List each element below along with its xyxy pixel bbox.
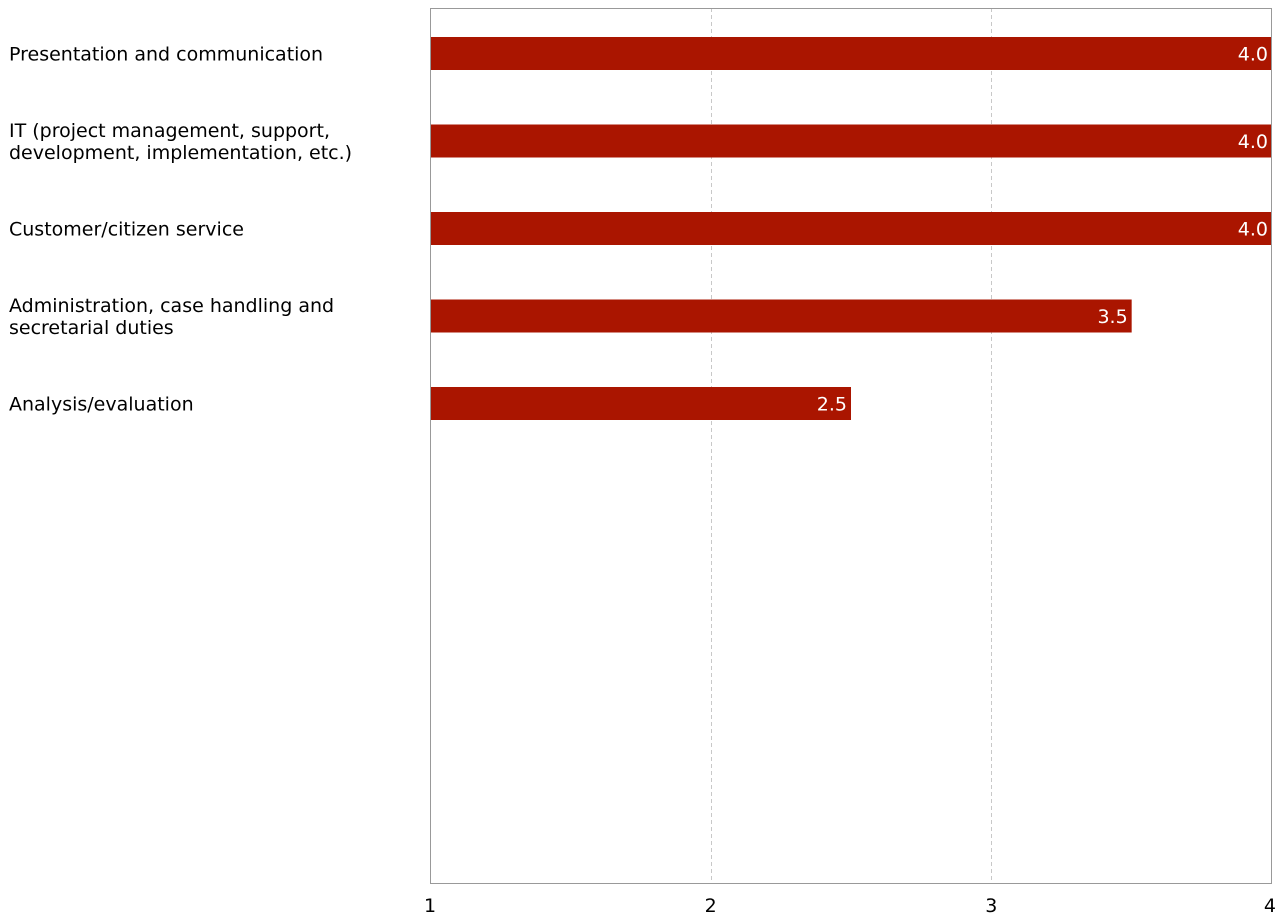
bars: 4.0 4.0 4.0 3.5 2.5 bbox=[430, 37, 1272, 420]
category-label-2: Customer/citizen service bbox=[9, 219, 244, 241]
category-label-0: Presentation and communication bbox=[9, 44, 323, 66]
bar-1 bbox=[430, 124, 1272, 158]
value-label-2: 4.0 bbox=[1238, 219, 1268, 241]
category-label-4: Analysis/evaluation bbox=[9, 394, 194, 416]
x-tick-labels: 1 2 3 4 bbox=[424, 895, 1276, 917]
bar-4 bbox=[430, 387, 851, 420]
value-label-1: 4.0 bbox=[1238, 131, 1268, 153]
bar-0 bbox=[430, 37, 1272, 70]
value-label-3: 3.5 bbox=[1097, 306, 1127, 328]
x-tick-label-1: 1 bbox=[424, 895, 436, 917]
x-tick-label-3: 3 bbox=[985, 895, 997, 917]
bar-3 bbox=[430, 299, 1132, 333]
category-labels: Presentation and communication IT (projec… bbox=[9, 44, 352, 416]
category-label-3: Administration, case handling and secreta… bbox=[9, 295, 334, 339]
grid-lines bbox=[711, 8, 992, 884]
x-tick-label-2: 2 bbox=[705, 895, 717, 917]
category-label-1: IT (project management, support, developm… bbox=[9, 120, 352, 164]
value-label-4: 2.5 bbox=[817, 394, 847, 416]
x-tick-label-4: 4 bbox=[1264, 895, 1276, 917]
value-label-0: 4.0 bbox=[1238, 44, 1268, 66]
plot-frame bbox=[430, 8, 1272, 884]
plot-border bbox=[430, 8, 1272, 884]
bar-2 bbox=[430, 212, 1272, 245]
